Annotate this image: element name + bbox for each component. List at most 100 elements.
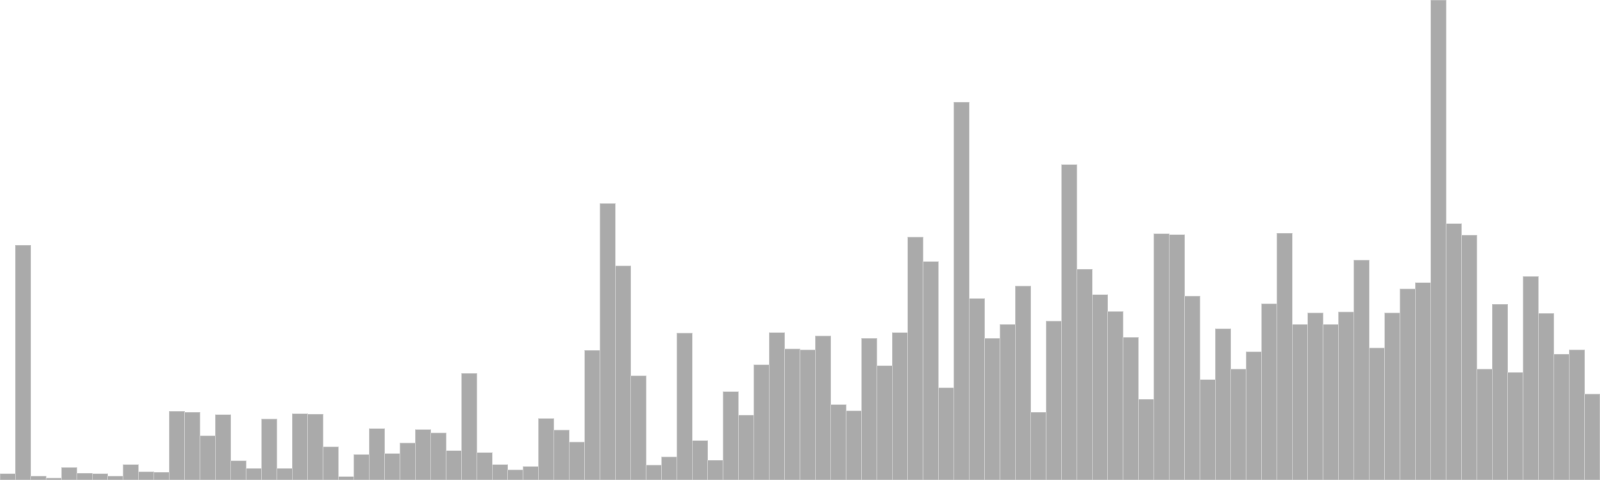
- bar-37: [568, 441, 585, 480]
- bar-52: [799, 349, 816, 480]
- bar-74: [1138, 399, 1155, 480]
- bar-69: [1061, 164, 1078, 480]
- bar-8: [122, 464, 139, 480]
- bar-23: [353, 454, 370, 480]
- bar-10: [153, 472, 170, 480]
- bar-39: [599, 203, 616, 480]
- bar-54: [830, 404, 847, 480]
- bar-34: [522, 466, 539, 480]
- bar-50: [768, 332, 785, 480]
- bar-30: [461, 373, 478, 480]
- bar-40: [615, 265, 632, 480]
- bar-6: [92, 473, 108, 480]
- bar-76: [1168, 234, 1185, 480]
- bar-24: [368, 428, 385, 480]
- bar-97: [1492, 304, 1508, 480]
- bar-103: [1584, 393, 1600, 480]
- bar-64: [984, 338, 1001, 480]
- bar-85: [1307, 312, 1324, 480]
- bar-61: [938, 387, 955, 480]
- bar-62: [953, 101, 970, 480]
- bar-33: [507, 469, 524, 480]
- bar-0: [0, 473, 16, 480]
- bar-94: [1445, 223, 1462, 480]
- bar-73: [1122, 337, 1139, 480]
- bar-79: [1215, 328, 1232, 480]
- bar-21: [322, 446, 339, 480]
- bar-91: [1399, 288, 1416, 480]
- bar-20: [307, 413, 324, 480]
- bar-80: [1230, 368, 1247, 480]
- bar-32: [492, 464, 508, 480]
- bar-14: [215, 414, 232, 480]
- bar-58: [892, 332, 908, 480]
- bar-1: [15, 244, 32, 480]
- bar-72: [1107, 311, 1124, 480]
- bar-88: [1353, 259, 1370, 480]
- bar-95: [1461, 234, 1478, 480]
- bar-43: [661, 456, 678, 480]
- bar-2: [30, 475, 47, 480]
- bar-77: [1184, 295, 1201, 480]
- bar-89: [1368, 347, 1385, 480]
- bar-5: [76, 472, 93, 480]
- bar-44: [676, 332, 693, 480]
- bar-57: [876, 365, 893, 480]
- bar-42: [645, 464, 662, 480]
- bar-36: [553, 429, 570, 480]
- bar-60: [922, 261, 939, 480]
- bar-26: [399, 442, 416, 480]
- bar-83: [1276, 232, 1293, 480]
- bar-16: [245, 468, 262, 480]
- bar-100: [1538, 313, 1555, 480]
- bar-41: [630, 375, 647, 480]
- bar-25: [384, 453, 401, 480]
- bar-56: [861, 338, 878, 480]
- bar-86: [1322, 324, 1339, 480]
- bar-101: [1553, 353, 1570, 480]
- bar-98: [1507, 372, 1524, 480]
- bar-19: [292, 413, 308, 480]
- bar-81: [1245, 351, 1262, 480]
- bar-55: [845, 410, 862, 480]
- bar-12: [184, 412, 201, 480]
- bar-15: [230, 460, 247, 480]
- bar-17: [261, 418, 278, 480]
- bar-59: [907, 236, 924, 480]
- bar-102: [1568, 349, 1585, 480]
- bar-48: [738, 414, 755, 480]
- bar-84: [1292, 324, 1308, 480]
- bar-90: [1384, 312, 1401, 480]
- bar-66: [1015, 285, 1032, 480]
- bar-13: [199, 435, 216, 480]
- bar-7: [107, 475, 124, 480]
- bar-70: [1076, 268, 1093, 480]
- bar-28: [430, 432, 447, 480]
- bar-31: [476, 452, 493, 480]
- bar-99: [1522, 276, 1539, 480]
- bar-78: [1199, 379, 1216, 480]
- bar-27: [415, 429, 432, 480]
- bar-53: [815, 335, 832, 480]
- bar-75: [1153, 233, 1170, 480]
- bar-96: [1476, 368, 1493, 480]
- bar-18: [276, 468, 293, 480]
- bar-9: [138, 471, 155, 480]
- bar-46: [707, 460, 724, 480]
- bar-92: [1415, 282, 1432, 480]
- bar-63: [968, 298, 985, 480]
- bar-51: [784, 348, 801, 480]
- bar-49: [753, 364, 770, 480]
- bar-93: [1430, 0, 1447, 480]
- bar-22: [338, 476, 355, 480]
- bar-87: [1338, 311, 1355, 480]
- bar-68: [1045, 320, 1062, 480]
- bar-45: [692, 440, 708, 480]
- bar-71: [1092, 294, 1108, 480]
- bar-35: [538, 418, 555, 480]
- bar-47: [722, 391, 739, 480]
- bar-4: [61, 467, 78, 480]
- bar-82: [1261, 303, 1278, 480]
